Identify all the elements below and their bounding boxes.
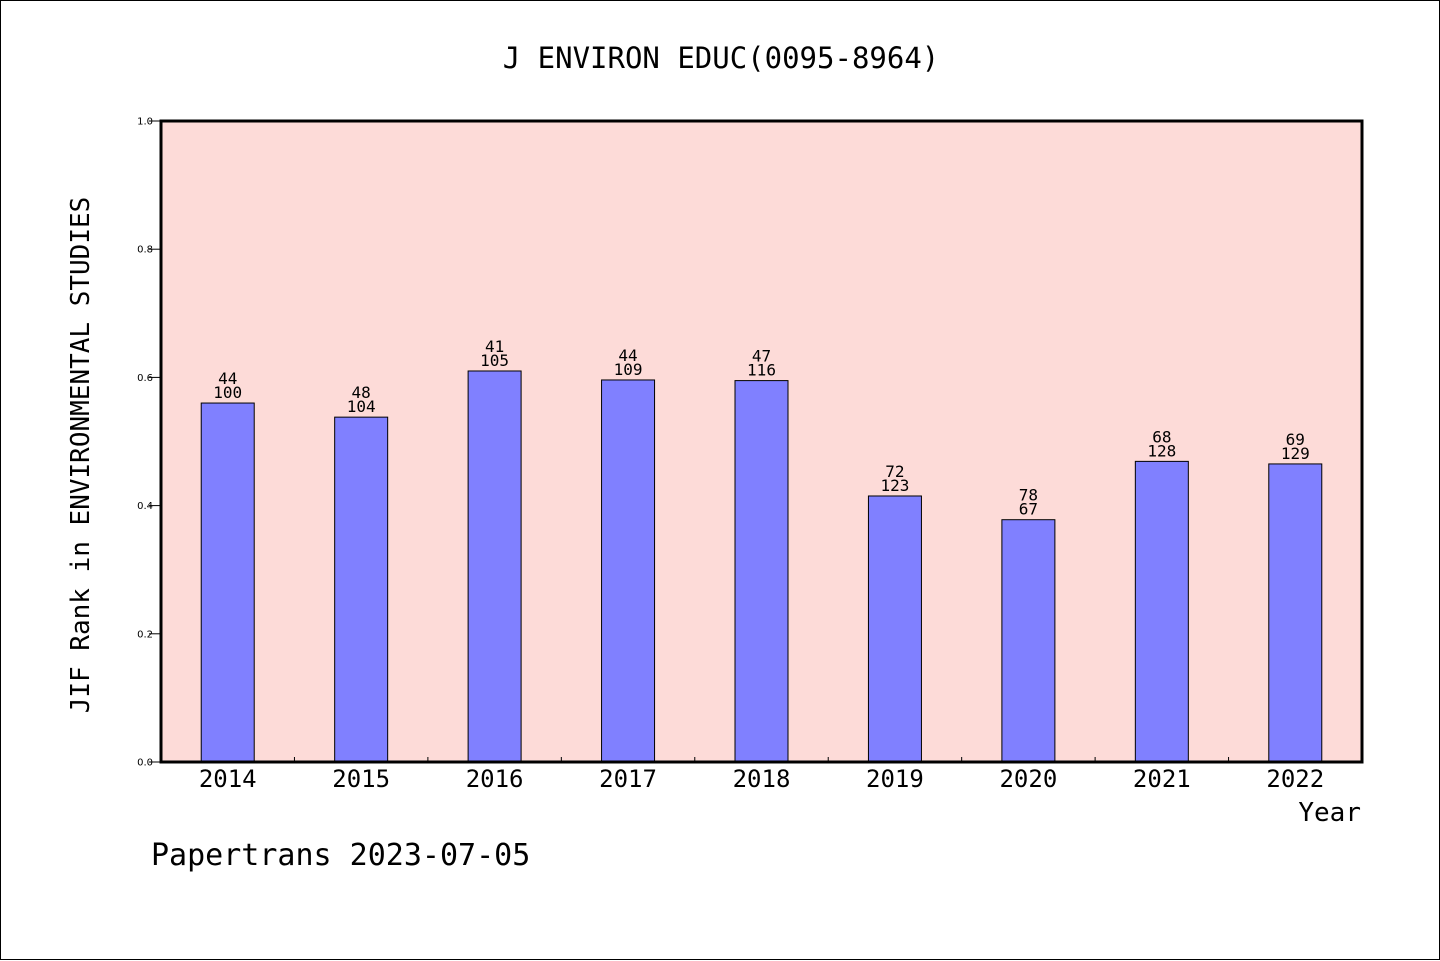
footer-text: Papertrans 2023-07-05 (151, 838, 530, 873)
plot-border (159, 119, 1364, 764)
bar-rank-label: 72 (885, 462, 904, 481)
bar-2014 (200, 402, 255, 763)
x-axis-ticks: 2014 2015 2016 2017 2018 2019 2020 2021 2022 (199, 757, 1324, 793)
y-tick-label: 0.2 (137, 629, 153, 640)
bar-rank-label: 44 (618, 346, 637, 365)
bar-total-label: 67 (1019, 500, 1038, 519)
x-tick-label: 2021 (1133, 765, 1191, 793)
y-tick-label: 1.0 (137, 117, 153, 128)
bar-2019 (867, 495, 922, 763)
bar-2016 (467, 370, 522, 763)
y-tick-label: 0.0 (137, 758, 153, 769)
bar-2015 (334, 416, 389, 763)
y-axis-ticks: 0.0 0.2 0.4 0.6 0.8 1.0 (137, 117, 161, 769)
x-tick-label: 2020 (999, 765, 1057, 793)
bar-rank-label: 48 (352, 383, 371, 402)
x-tick-label: 2022 (1266, 765, 1324, 793)
x-tick-label: 2015 (332, 765, 390, 793)
x-tick-label: 2014 (199, 765, 257, 793)
bar-rank-label: 47 (752, 347, 771, 366)
bar-2022 (1268, 463, 1323, 763)
bar-total-label: 104 (347, 397, 376, 416)
bar-rank-label: 44 (218, 369, 237, 388)
x-tick-label: 2018 (733, 765, 791, 793)
bar-total-label: 129 (1281, 444, 1310, 463)
x-axis-label: Year (1298, 798, 1361, 828)
bar-rank-label: 78 (1019, 486, 1038, 505)
bar-rank-label: 69 (1286, 430, 1305, 449)
bar-2017 (601, 379, 656, 763)
bar-total-label: 116 (747, 361, 776, 380)
bar-rank-label: 41 (485, 337, 504, 356)
bar-2018 (734, 380, 789, 763)
y-axis-label: JIF Rank in ENVIRONMENTAL STUDIES (66, 197, 96, 714)
x-tick-label: 2017 (599, 765, 657, 793)
x-tick-label: 2019 (866, 765, 924, 793)
y-tick-label: 0.4 (137, 501, 153, 512)
bar-total-label: 123 (880, 476, 909, 495)
bar-rank-label: 68 (1152, 427, 1171, 446)
bars-group (200, 370, 1323, 763)
bar-2020 (1001, 519, 1056, 763)
chart-title: J ENVIRON EDUC(0095-8964) (503, 41, 940, 75)
bar-2021 (1134, 460, 1189, 763)
y-tick-label: 0.6 (137, 373, 153, 384)
y-tick-label: 0.8 (137, 245, 153, 256)
bar-total-label: 105 (480, 351, 509, 370)
bar-total-label: 100 (213, 383, 242, 402)
x-tick-label: 2016 (466, 765, 524, 793)
bar-total-label: 109 (614, 360, 643, 379)
bar-total-label: 128 (1147, 441, 1176, 460)
